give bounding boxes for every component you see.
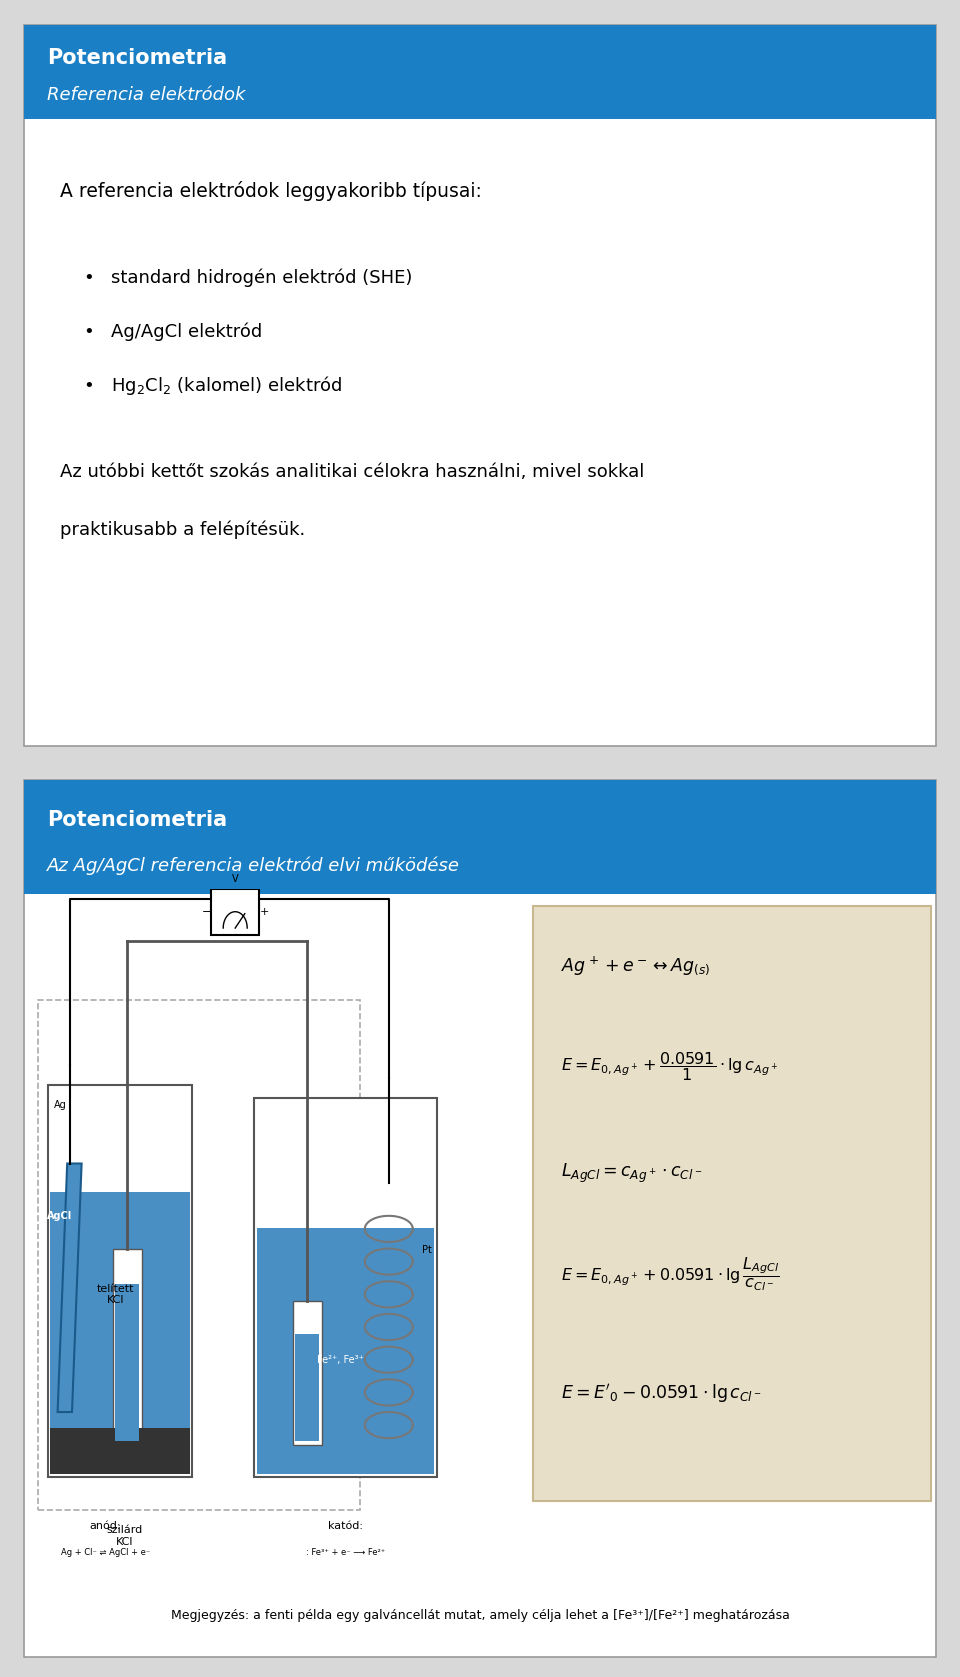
FancyBboxPatch shape <box>257 1228 434 1474</box>
Text: Az Ag/AgCl referencia elektród elvi működése: Az Ag/AgCl referencia elektród elvi műkö… <box>47 855 460 875</box>
FancyBboxPatch shape <box>48 1085 192 1477</box>
Text: Pt: Pt <box>422 1244 432 1254</box>
Text: V: V <box>232 874 238 884</box>
Text: Fe²⁺, Fe³⁺: Fe²⁺, Fe³⁺ <box>318 1355 364 1365</box>
Text: $E = E_{0,Ag^+} + \dfrac{0.0591}{1} \cdot \mathrm{lg}\, c_{Ag^+}$: $E = E_{0,Ag^+} + \dfrac{0.0591}{1} \cdo… <box>561 1050 778 1083</box>
Text: −: − <box>202 907 211 917</box>
Text: katód:: katód: <box>328 1521 363 1531</box>
Text: A referencia elektródok leggyakoribb típusai:: A referencia elektródok leggyakoribb típ… <box>60 181 482 201</box>
FancyBboxPatch shape <box>296 1333 319 1442</box>
FancyBboxPatch shape <box>293 1301 322 1446</box>
Text: standard hidrogén elektród (SHE): standard hidrogén elektród (SHE) <box>110 268 412 287</box>
Text: : Fe³⁺ + e⁻ ⟶ Fe²⁺: : Fe³⁺ + e⁻ ⟶ Fe²⁺ <box>306 1548 385 1558</box>
FancyBboxPatch shape <box>113 1248 142 1446</box>
FancyBboxPatch shape <box>50 1429 189 1474</box>
Text: +: + <box>259 907 269 917</box>
Text: Potenciometria: Potenciometria <box>47 810 227 830</box>
Text: Az utóbbi kettőt szokás analitikai célokra használni, mivel sokkal: Az utóbbi kettőt szokás analitikai célok… <box>60 463 645 481</box>
Bar <box>24 25 936 119</box>
Text: anód:: anód: <box>90 1521 121 1531</box>
Text: •: • <box>84 377 94 394</box>
Text: Ag/AgCl elektród: Ag/AgCl elektród <box>110 322 262 340</box>
Text: Ag + Cl⁻ ⇌ AgCl + e⁻: Ag + Cl⁻ ⇌ AgCl + e⁻ <box>61 1548 150 1558</box>
Text: praktikusabb a felépítésük.: praktikusabb a felépítésük. <box>60 520 305 540</box>
Text: telített
KCl: telített KCl <box>96 1283 134 1305</box>
FancyBboxPatch shape <box>50 1192 189 1474</box>
Text: Ag: Ag <box>54 1100 66 1110</box>
Text: AgCl: AgCl <box>47 1211 73 1221</box>
Text: •: • <box>84 268 94 287</box>
Text: $E = E_{0,Ag^+} + 0.0591 \cdot \mathrm{lg}\, \dfrac{L_{AgCl}}{c_{Cl^-}}$: $E = E_{0,Ag^+} + 0.0591 \cdot \mathrm{l… <box>561 1256 780 1293</box>
FancyBboxPatch shape <box>211 889 259 934</box>
Bar <box>24 780 936 894</box>
Text: szilárd
KCl: szilárd KCl <box>107 1526 143 1548</box>
Text: Hg$_2$Cl$_2$ (kalomel) elektród: Hg$_2$Cl$_2$ (kalomel) elektród <box>110 374 342 397</box>
Text: •: • <box>84 322 94 340</box>
Text: $Ag^+ + e^- \leftrightarrow Ag_{(s)}$: $Ag^+ + e^- \leftrightarrow Ag_{(s)}$ <box>561 954 710 976</box>
Text: $L_{AgCl} = c_{Ag^+} \cdot c_{Cl^-}$: $L_{AgCl} = c_{Ag^+} \cdot c_{Cl^-}$ <box>561 1162 702 1186</box>
Text: sóhíd: sóhíd <box>227 912 256 922</box>
Polygon shape <box>58 1164 82 1412</box>
Text: $E = E'_0 - 0.0591 \cdot \mathrm{lg}\, c_{Cl^-}$: $E = E'_0 - 0.0591 \cdot \mathrm{lg}\, c… <box>561 1382 762 1405</box>
Text: Referencia elektródok: Referencia elektródok <box>47 87 245 104</box>
FancyBboxPatch shape <box>115 1285 139 1442</box>
Text: Potenciometria: Potenciometria <box>47 49 227 69</box>
FancyBboxPatch shape <box>254 1098 437 1477</box>
Text: Megjegyzés: a fenti példa egy galváncellát mutat, amely célja lehet a [Fe³⁺]/[Fe: Megjegyzés: a fenti példa egy galváncell… <box>171 1610 789 1622</box>
